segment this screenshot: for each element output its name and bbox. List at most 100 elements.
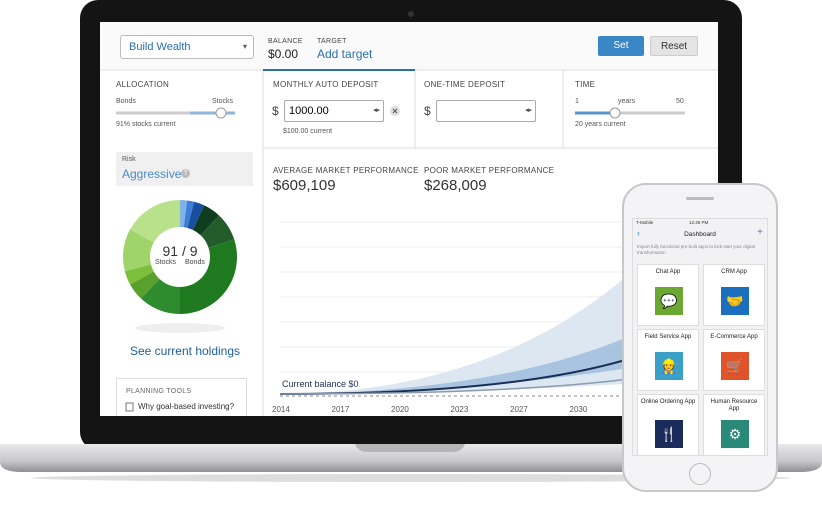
- app-name: CRM App: [721, 269, 747, 275]
- donut-ratio: 91 / 9: [162, 243, 198, 259]
- app-tile[interactable]: Online Ordering App 🍴: [637, 394, 699, 455]
- currency: $: [272, 104, 279, 118]
- average-value: $609,109: [273, 177, 336, 194]
- time-min: 1: [575, 98, 579, 105]
- tools-box: [116, 378, 247, 416]
- spinner[interactable]: ◂▸: [524, 107, 532, 114]
- donut-segment: [130, 271, 160, 299]
- donut-bonds: Bonds: [185, 259, 205, 266]
- clear-icon: [392, 108, 398, 114]
- balance-label: BALANCE: [268, 38, 303, 45]
- donut-segment: [130, 200, 180, 243]
- x-axis-label: 2023: [450, 405, 469, 414]
- app-tile[interactable]: Chat App 💬: [637, 264, 699, 326]
- app-name: Online Ordering App: [640, 399, 696, 405]
- laptop-notch: [355, 444, 465, 452]
- x-axis-label: 2020: [391, 405, 409, 414]
- baseline-label: Current balance $0: [282, 379, 359, 389]
- x-axis-label: 2014: [272, 405, 290, 414]
- donut-segment: [183, 200, 195, 228]
- description: Import fully functional pre-built apps t…: [637, 244, 756, 255]
- laptop-base: [0, 444, 822, 472]
- allocation-label: ALLOCATION: [116, 80, 170, 89]
- onetime-input[interactable]: ◂▸: [436, 100, 536, 122]
- active-tab: [263, 69, 415, 71]
- app-icon: 👷: [655, 352, 683, 380]
- risk-label: Risk: [122, 156, 136, 163]
- donut-shadow: [135, 323, 225, 333]
- monthly-input[interactable]: 1000.00 ◂▸: [284, 100, 384, 122]
- app-tile[interactable]: CRM App 🤝: [703, 264, 765, 326]
- add-button[interactable]: +: [757, 227, 763, 238]
- donut-segment: [192, 205, 220, 236]
- app-icon: ⚙: [721, 420, 749, 448]
- help-icon[interactable]: ?: [181, 169, 190, 178]
- allocation-current: 91% stocks current: [116, 121, 176, 128]
- goal-dropdown[interactable]: Build Wealth ▾: [120, 35, 254, 59]
- donut-stocks: Stocks: [155, 259, 177, 266]
- app-tile[interactable]: Field Service App 👷: [637, 329, 699, 391]
- speaker: [686, 197, 714, 200]
- bonds-label: Bonds: [116, 98, 136, 105]
- phone-screen: T-Mobile 12:48 PM ‹ + Dashboard Import f…: [632, 218, 768, 456]
- monthly-current: $100.00 current: [283, 128, 333, 135]
- back-button[interactable]: ‹: [637, 228, 640, 238]
- carrier: T-Mobile: [636, 220, 654, 225]
- donut-segment: [140, 278, 180, 314]
- app-tile[interactable]: E-Commerce App 🛒: [703, 329, 765, 391]
- slider-knob[interactable]: [609, 107, 621, 119]
- donut-segment: [200, 215, 235, 248]
- projection-band: [280, 287, 718, 394]
- set-button[interactable]: Set: [598, 36, 644, 56]
- slider-knob[interactable]: [215, 107, 227, 119]
- app-tile[interactable]: Human Resource App ⚙: [703, 394, 765, 455]
- app-name: Field Service App: [644, 334, 692, 340]
- app-name: Chat App: [655, 269, 681, 275]
- monthly-label: MONTHLY AUTO DEPOSIT: [273, 80, 379, 89]
- doc-icon: [125, 402, 134, 412]
- tools-label: PLANNING TOOLS: [126, 388, 192, 395]
- x-axis-label: 2030: [569, 405, 588, 414]
- shadow: [31, 474, 791, 482]
- reset-button[interactable]: Reset: [650, 36, 698, 56]
- app-name: E-Commerce App: [710, 334, 758, 340]
- add-target[interactable]: Add target: [317, 47, 373, 61]
- poor-label: POOR MARKET PERFORMANCE: [424, 166, 555, 175]
- nav-title: Dashboard: [684, 231, 716, 238]
- risk-value: Aggressive: [122, 167, 182, 181]
- donut: [122, 200, 237, 314]
- dropdown-text: Build Wealth: [129, 41, 191, 53]
- app-name: Human Resource App: [710, 399, 758, 412]
- holdings-link[interactable]: See current holdings: [129, 344, 241, 358]
- tools-item[interactable]: Why goal-based investing?: [138, 402, 235, 411]
- currency: $: [424, 104, 431, 118]
- time-max: 50: [676, 98, 684, 105]
- poor-value: $268,009: [424, 177, 487, 194]
- camera: [408, 11, 414, 17]
- app-icon: 🍴: [655, 420, 683, 448]
- laptop-screen: Build Wealth ▾ BALANCE $0.00 TARGET Add …: [100, 22, 718, 416]
- home-button[interactable]: [689, 463, 711, 485]
- stocks-label: Stocks: [212, 98, 234, 105]
- donut-segment: [180, 239, 237, 314]
- onetime-label: ONE-TIME DEPOSIT: [424, 80, 506, 89]
- app-icon: 🛒: [721, 352, 749, 380]
- average-label: AVERAGE MARKET PERFORMANCE: [273, 166, 419, 175]
- time-unit: years: [618, 98, 636, 105]
- x-axis-label: 2027: [510, 405, 528, 414]
- time-current: 20 years current: [575, 121, 626, 128]
- dropdown-arrow: ▾: [242, 42, 247, 51]
- app-icon: 💬: [655, 287, 683, 315]
- app-icon: 🤝: [721, 287, 749, 315]
- balance: $0.00: [268, 47, 299, 61]
- clock: 12:48 PM: [689, 220, 709, 225]
- donut-segment: [124, 264, 154, 285]
- projection-range: [280, 182, 718, 394]
- spinner[interactable]: ◂▸: [372, 107, 380, 114]
- target-label: TARGET: [317, 38, 347, 45]
- time-label: TIME: [575, 80, 596, 89]
- donut-segment: [180, 200, 188, 228]
- donut-segment: [187, 201, 205, 230]
- monthly-value: 1000.00: [289, 105, 329, 117]
